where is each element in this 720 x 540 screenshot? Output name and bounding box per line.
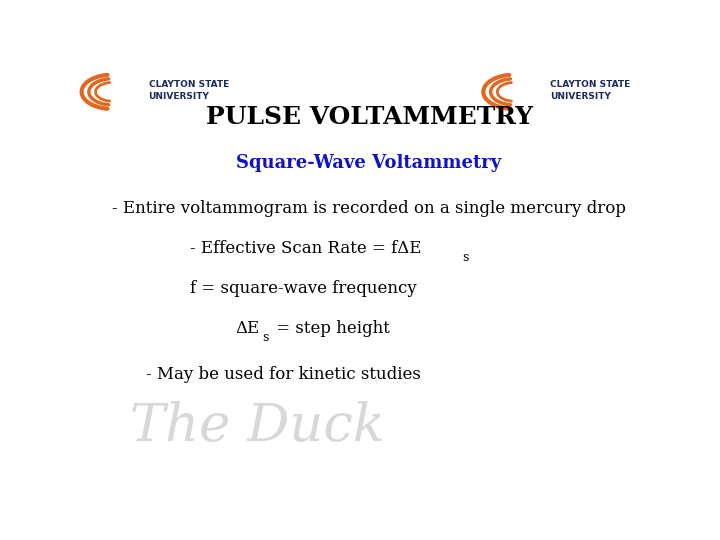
- Text: CLAYTON STATE: CLAYTON STATE: [148, 80, 229, 89]
- Text: f = square-wave frequency: f = square-wave frequency: [190, 280, 417, 297]
- Text: = step height: = step height: [271, 320, 390, 337]
- Text: PULSE VOLTAMMETRY: PULSE VOLTAMMETRY: [205, 105, 533, 129]
- Text: The Duck: The Duck: [130, 401, 384, 452]
- Text: UNIVERSITY: UNIVERSITY: [148, 92, 210, 102]
- Text: - May be used for kinetic studies: - May be used for kinetic studies: [145, 366, 420, 383]
- Text: - Entire voltammogram is recorded on a single mercury drop: - Entire voltammogram is recorded on a s…: [112, 200, 626, 217]
- Text: Square-Wave Voltammetry: Square-Wave Voltammetry: [236, 153, 502, 172]
- Text: s: s: [463, 251, 469, 264]
- Text: CLAYTON STATE: CLAYTON STATE: [550, 80, 631, 89]
- Text: s: s: [262, 331, 269, 344]
- Text: UNIVERSITY: UNIVERSITY: [550, 92, 611, 102]
- Text: - Effective Scan Rate = fΔE: - Effective Scan Rate = fΔE: [190, 240, 422, 257]
- Text: ΔE: ΔE: [235, 320, 259, 337]
